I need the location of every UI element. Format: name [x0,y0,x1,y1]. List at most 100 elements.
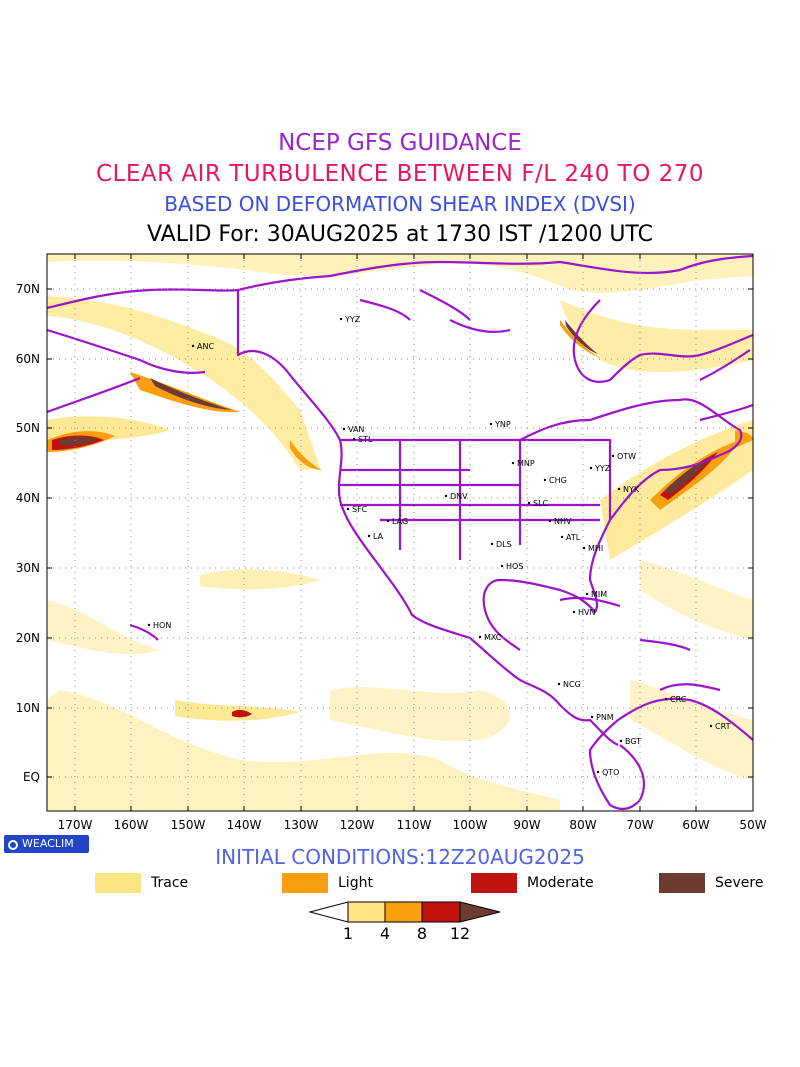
severe-areas [60,320,712,494]
station-label: DNV [450,492,468,501]
station-dot [511,461,515,465]
map-frame [46,253,754,812]
station-dot [617,487,621,491]
longitude-label: 170W [57,818,93,832]
legend-swatch [471,873,517,893]
weaclim-logo-icon [8,840,18,850]
station-dot [339,317,343,321]
station-label: QTO [602,768,619,777]
station-dot [490,542,494,546]
station-dot [489,422,493,426]
station-dot [191,344,195,348]
longitude-label: 50W [739,818,767,832]
station-dot [478,635,482,639]
station-dot [352,437,356,441]
station-label: MNP [517,459,535,468]
latitude-label: 10N [15,701,40,715]
station-dot [500,564,504,568]
legend-label: Light [338,875,373,891]
longitude-label: 110W [396,818,432,832]
longitude-label: 90W [513,818,541,832]
station-dot [585,592,589,596]
station-dot [527,501,531,505]
station-label: SFC [352,505,368,514]
station-label: YYZ [594,464,611,473]
station-label: NHV [554,517,572,526]
title-line-3: BASED ON DEFORMATION SHEAR INDEX (DVSI) [164,192,636,216]
station-dot [367,534,371,538]
longitude-label: 160W [113,818,149,832]
station-label: DLS [496,540,512,549]
colorbar-tick: 1 [342,924,354,943]
longitude-label: 140W [226,818,262,832]
station-label: HOS [506,562,523,571]
station-label: YYZ [344,315,361,324]
station-dot [386,519,390,523]
longitude-label: 130W [283,818,319,832]
latitude-label: 30N [15,561,40,575]
station-dot [543,478,547,482]
station-dot [346,507,350,511]
station-label: STL [358,435,373,444]
station-dot [444,494,448,498]
latitude-label: 60N [15,352,40,366]
colorbar-tick: 12 [449,924,471,943]
station-label: YNP [494,420,511,429]
legend-label: Trace [151,875,189,891]
title-line-2: CLEAR AIR TURBULENCE BETWEEN F/L 240 TO … [95,161,705,187]
station-label: SLC [533,499,549,508]
station-dot [147,623,151,627]
station-dot [619,739,623,743]
station-label: LA [373,532,384,541]
longitude-label: 80W [569,818,597,832]
station-dot [611,454,615,458]
latitude-label: EQ [22,770,40,784]
valid-time: VALID For: 30AUG2025 at 1730 IST /1200 U… [147,222,653,247]
station-dot [560,535,564,539]
latitude-label: 20N [15,631,40,645]
legend-swatch [95,873,141,893]
station-label: CHG [549,476,567,485]
station-dot [664,697,668,701]
longitude-label: 60W [682,818,710,832]
station-label: CRC [670,695,687,704]
station-dot [582,546,586,550]
legend-label: Moderate [527,875,594,891]
coastlines [47,254,753,811]
station-label: MHI [588,544,603,553]
station-label: ANC [197,342,214,351]
station-label: BGT [625,737,641,746]
station-label: ATL [566,533,581,542]
legend-swatch [282,873,328,893]
station-dot [557,682,561,686]
station-label: NYK [623,485,640,494]
weaclim-badge: WEACLIM [4,835,89,853]
graticule [47,254,753,811]
station-label: LAG [392,517,408,526]
station-label: HVN [578,608,595,617]
longitude-label: 100W [452,818,488,832]
title-line-1: NCEP GFS GUIDANCE [278,130,522,156]
longitude-label: 150W [170,818,206,832]
station-label: CRT [715,722,731,731]
colorbar-tick: 8 [416,924,428,943]
station-dot [590,715,594,719]
station-dot [596,770,600,774]
station-dot [548,519,552,523]
latitude-label: 50N [15,421,40,435]
legend-swatch [659,873,705,893]
station-dot [709,724,713,728]
station-label: VAN [348,425,364,434]
colorbar-tick: 4 [379,924,391,943]
initial-conditions: INITIAL CONDITIONS:12Z20AUG2025 [215,845,585,869]
station-dot [572,610,576,614]
station-label: MXC [484,633,502,642]
station-label: PNM [596,713,614,722]
latitude-label: 70N [15,282,40,296]
station-label: MIM [591,590,607,599]
station-label: NCG [563,680,581,689]
station-dot [342,427,346,431]
legend-label: Severe [715,875,764,891]
